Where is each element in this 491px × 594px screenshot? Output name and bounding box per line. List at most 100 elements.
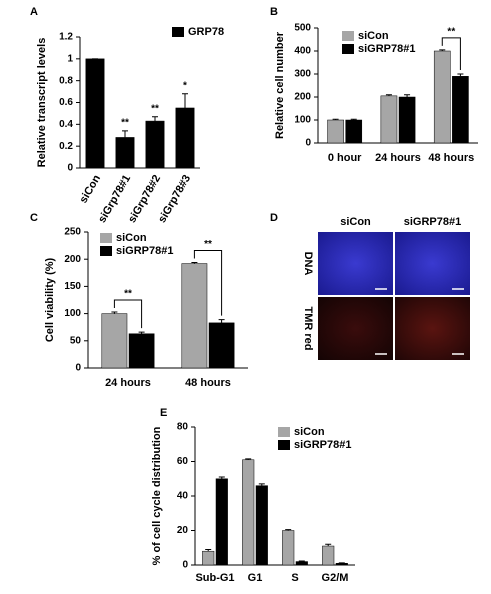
x-tick-label: 48 hours xyxy=(428,152,474,164)
y-tick-label: 1.2 xyxy=(59,32,73,43)
y-tick-label: 300 xyxy=(294,69,311,80)
legend-label: siCon xyxy=(116,232,147,244)
micrograph xyxy=(395,297,470,360)
panel-letter: B xyxy=(270,6,278,18)
error-bar xyxy=(182,93,188,108)
error-bar xyxy=(191,261,198,264)
error-bar xyxy=(404,94,411,97)
y-tick-label: 100 xyxy=(294,115,311,126)
error-bar xyxy=(285,529,292,531)
error-bar xyxy=(350,118,357,120)
x-tick-label: 0 hour xyxy=(328,152,362,164)
panel-letter: E xyxy=(160,407,167,419)
legend-swatch xyxy=(342,44,354,54)
bar xyxy=(101,313,128,369)
legend-label: siCon xyxy=(358,30,389,42)
y-tick-label: 1 xyxy=(67,53,73,64)
column-label: siGRP78#1 xyxy=(404,216,461,228)
bar xyxy=(242,459,255,566)
bar xyxy=(335,563,348,566)
error-bar xyxy=(245,458,252,460)
legend-swatch xyxy=(100,246,112,256)
x-tick-label: 48 hours xyxy=(185,377,231,389)
y-tick-label: 60 xyxy=(177,456,189,467)
x-tick-label: S xyxy=(291,572,298,584)
significance-label: ** xyxy=(447,26,455,37)
significance-label: ** xyxy=(151,103,159,114)
bar xyxy=(433,50,451,144)
y-axis-label: Relative cell number xyxy=(274,31,286,139)
bar xyxy=(345,119,363,144)
bar xyxy=(295,561,308,566)
error-bar xyxy=(298,560,305,562)
bar xyxy=(115,137,135,169)
y-tick-label: 200 xyxy=(64,254,81,265)
y-tick-label: 0.6 xyxy=(59,97,73,108)
significance-label: * xyxy=(183,80,187,91)
bar xyxy=(452,76,469,144)
error-bar xyxy=(439,49,446,51)
bar xyxy=(202,550,215,566)
error-bar xyxy=(332,118,339,120)
y-tick-label: 40 xyxy=(177,491,189,502)
legend-label: siGRP78#1 xyxy=(358,43,415,55)
micrograph xyxy=(395,232,470,295)
row-label: TMR red xyxy=(302,307,314,351)
y-tick-label: 80 xyxy=(177,422,189,433)
error-bar xyxy=(385,94,392,96)
y-tick-label: 500 xyxy=(294,23,311,34)
error-bar xyxy=(457,73,464,77)
bar xyxy=(282,530,295,566)
error-bar xyxy=(111,311,118,314)
x-tick-label: 24 hours xyxy=(375,152,421,164)
bar xyxy=(322,545,335,566)
significance-bracket xyxy=(441,37,461,70)
error-bar xyxy=(138,331,145,334)
legend-label: siGRP78#1 xyxy=(116,245,173,257)
y-tick-label: 150 xyxy=(64,281,81,292)
legend-swatch xyxy=(342,31,354,41)
error-bar xyxy=(325,543,332,547)
bar xyxy=(398,96,416,144)
bar xyxy=(380,95,398,144)
legend-label: siCon xyxy=(294,426,325,438)
panel-letter: A xyxy=(30,6,38,18)
legend-label: GRP78 xyxy=(188,26,224,38)
bar xyxy=(215,478,228,566)
y-tick-label: 0 xyxy=(67,163,73,174)
y-tick-label: 0 xyxy=(75,363,81,374)
bar xyxy=(208,322,235,369)
error-bar xyxy=(218,476,225,479)
error-bar xyxy=(152,116,158,122)
legend-swatch xyxy=(278,427,290,437)
significance-bracket xyxy=(113,299,143,329)
significance-bracket xyxy=(193,249,223,316)
error-bar xyxy=(205,548,212,552)
y-tick-label: 200 xyxy=(294,92,311,103)
y-tick-label: 100 xyxy=(64,308,81,319)
legend-swatch xyxy=(100,233,112,243)
x-tick-label: G1 xyxy=(248,572,263,584)
x-tick-label: Sub-G1 xyxy=(195,572,234,584)
y-tick-label: 250 xyxy=(64,227,81,238)
legend-swatch xyxy=(278,440,290,450)
y-tick-label: 400 xyxy=(294,46,311,57)
bar xyxy=(181,263,208,369)
bar xyxy=(327,119,344,144)
bar xyxy=(145,120,165,169)
x-tick-label: G2/M xyxy=(322,572,349,584)
bar xyxy=(128,333,155,369)
y-axis-label: Cell viability (%) xyxy=(44,257,56,342)
error-bar xyxy=(258,483,265,486)
legend-swatch xyxy=(172,27,184,37)
legend-label: siGRP78#1 xyxy=(294,439,351,451)
y-tick-label: 0 xyxy=(305,138,311,149)
y-tick-label: 0.2 xyxy=(59,141,73,152)
bar xyxy=(175,107,195,169)
bar xyxy=(255,485,268,566)
y-tick-label: 20 xyxy=(177,525,189,536)
x-tick-label: siCon xyxy=(77,173,103,206)
y-tick-label: 0.8 xyxy=(59,75,73,86)
significance-label: ** xyxy=(121,118,129,129)
